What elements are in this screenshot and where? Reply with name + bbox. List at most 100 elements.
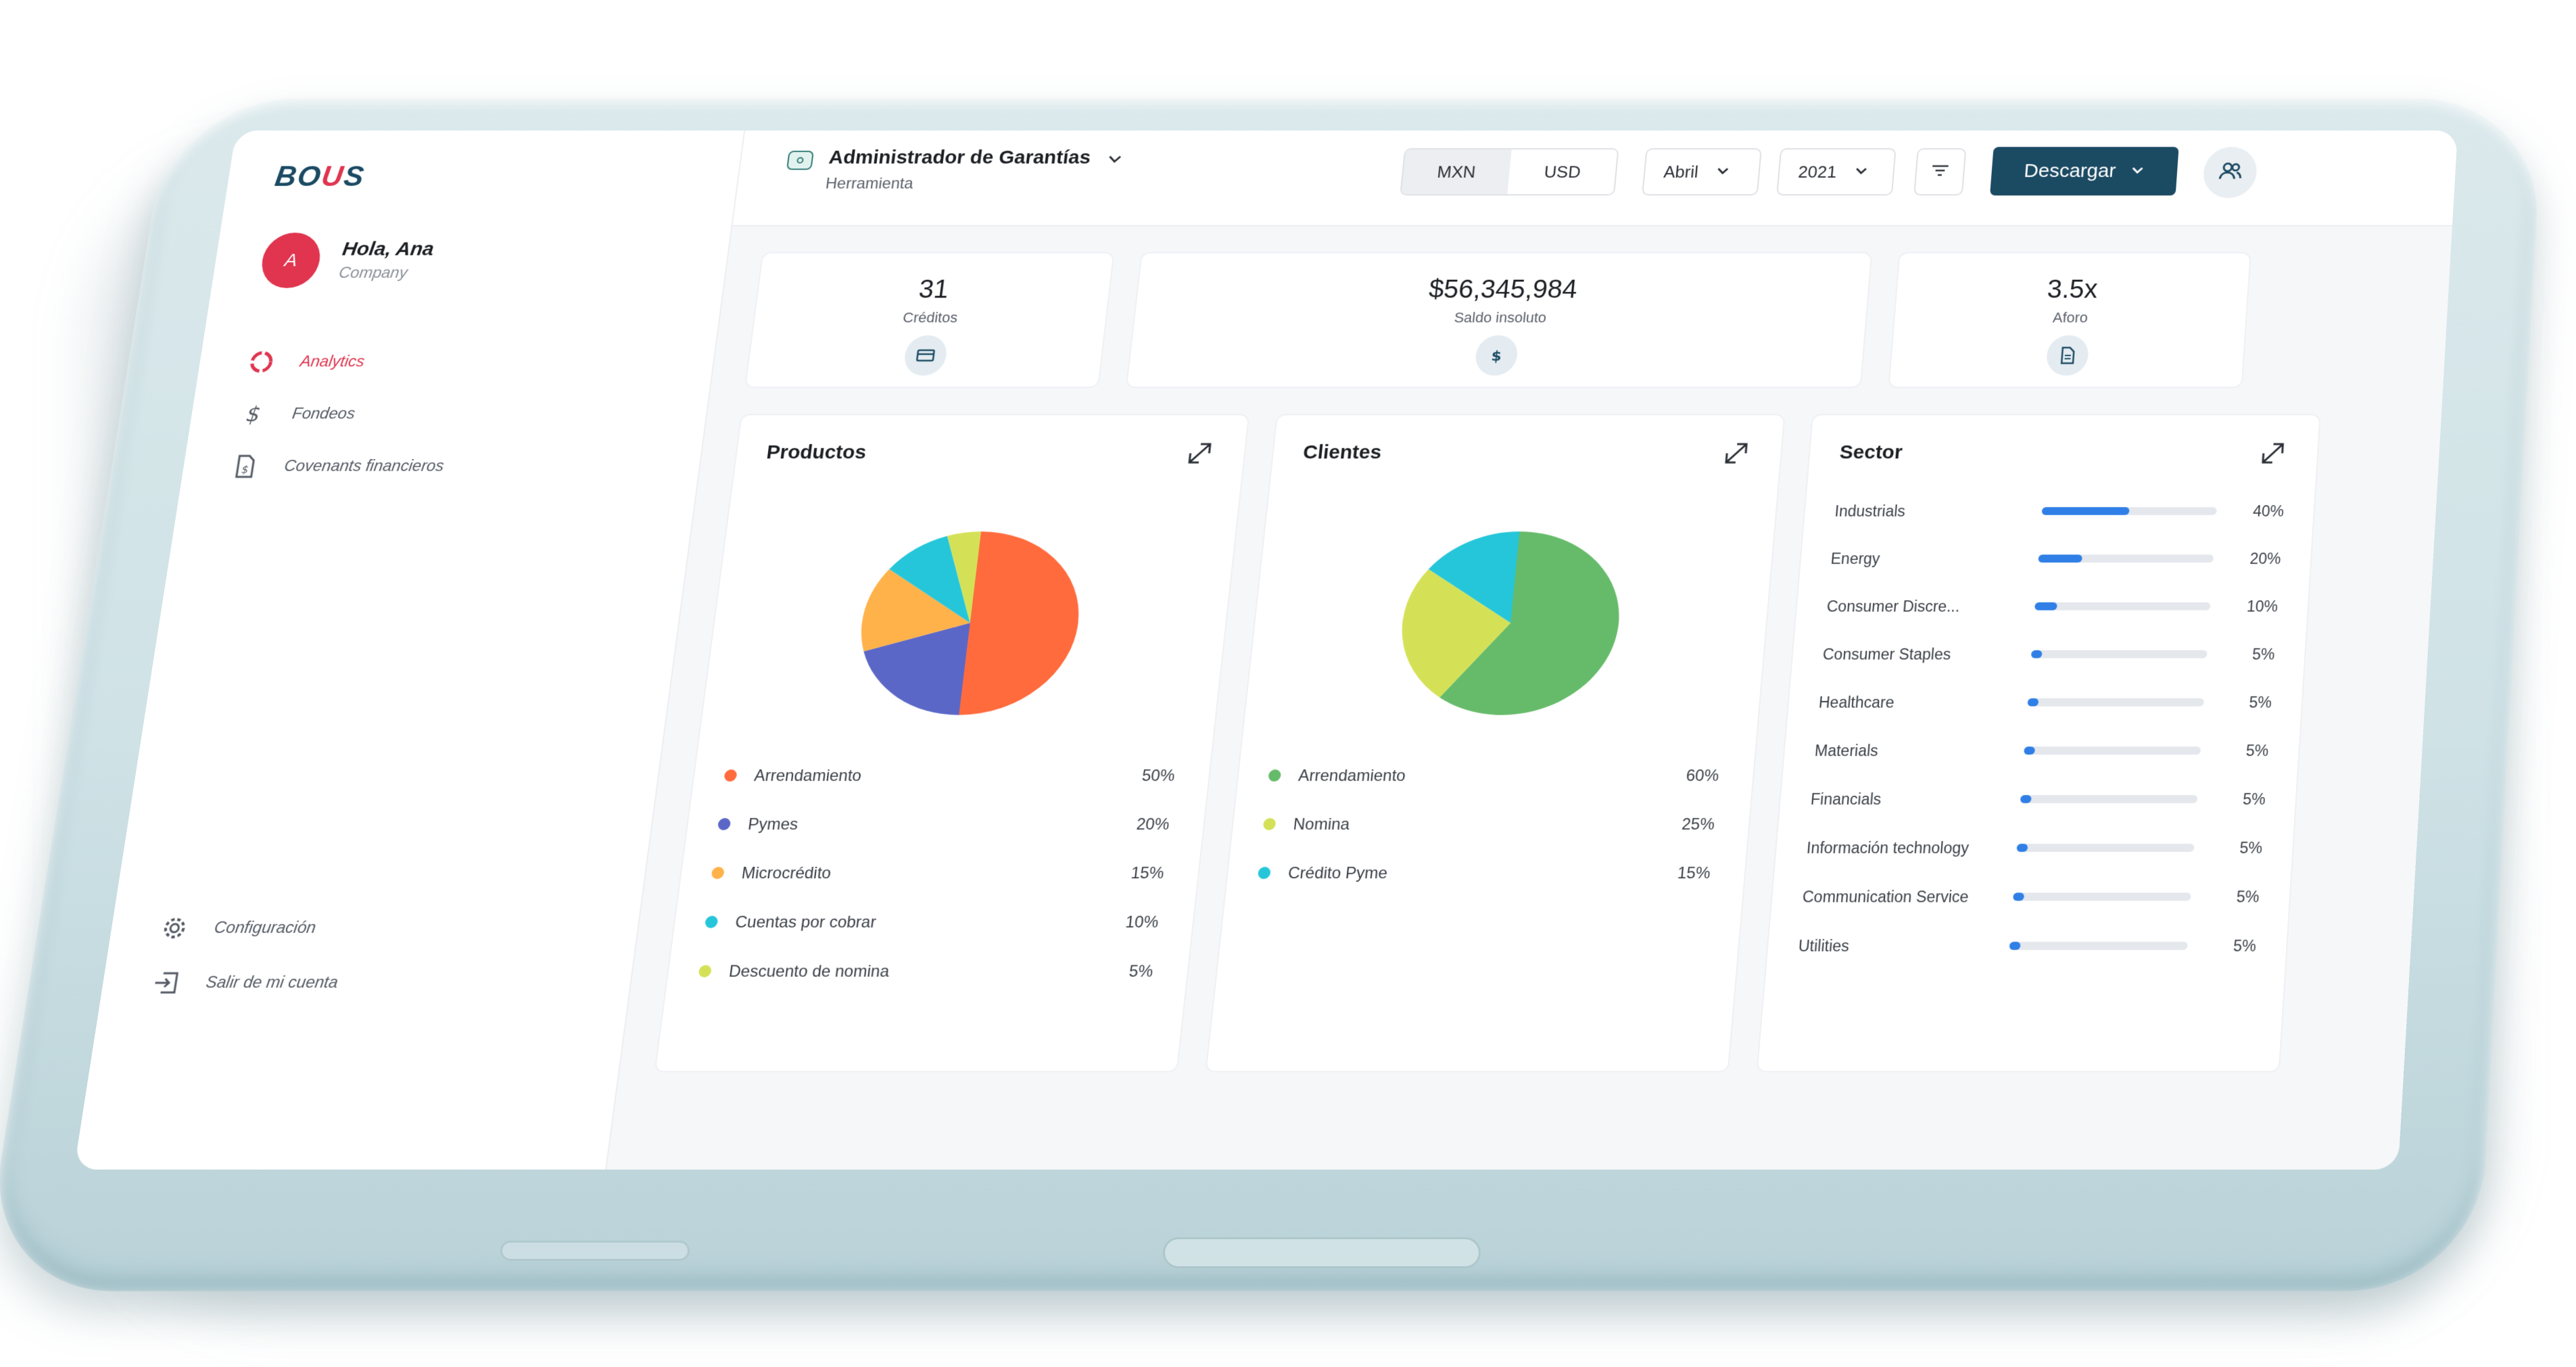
sector-bar-track <box>2016 844 2194 852</box>
kpi-label: Aforo <box>1894 310 2247 327</box>
sector-bar-track <box>2031 650 2208 658</box>
dollar-icon: $ <box>1474 335 1519 376</box>
sector-bar-track <box>2042 507 2217 515</box>
gear-icon <box>158 913 192 943</box>
sector-label: Información technology <box>1806 839 2012 857</box>
chevron-down-icon <box>1853 162 1869 181</box>
tablet-home-bar <box>1163 1237 1481 1268</box>
sector-bar-fill <box>2013 892 2024 901</box>
app-logo[interactable]: BOUS <box>272 161 367 193</box>
kpi-value: $56,345,984 <box>1137 275 1869 304</box>
svg-text:$: $ <box>241 463 249 476</box>
sector-row: Healthcare 5% <box>1817 678 2273 726</box>
sector-percent: 5% <box>2190 888 2260 906</box>
filter-button[interactable] <box>1913 148 1966 195</box>
sector-percent: 5% <box>2207 645 2276 663</box>
user-company: Company <box>337 264 431 283</box>
productos-legend: Arrendamiento 50% Pymes 20% Microcrédito… <box>694 767 1176 1011</box>
sector-bar-fill <box>2027 698 2038 706</box>
currency-option-usd[interactable]: USD <box>1507 149 1617 194</box>
currency-option-mxn[interactable]: MXN <box>1401 149 1511 194</box>
logout-icon <box>149 967 184 998</box>
panel-title: Clientes <box>1302 441 1383 464</box>
legend-item: Microcrédito 15% <box>707 864 1165 913</box>
card-icon <box>903 335 949 376</box>
year-select[interactable]: 2021 <box>1776 148 1896 195</box>
sidebar-item-analytics[interactable]: Analytics <box>243 336 462 388</box>
sector-bar-fill <box>2031 650 2043 658</box>
sector-row: Información technology 5% <box>1805 823 2264 872</box>
sector-row: Consumer Discre... 10% <box>1825 582 2279 630</box>
legend-dot <box>1258 867 1271 879</box>
document-icon <box>2045 335 2090 376</box>
sector-bar-track <box>2024 746 2201 754</box>
page-title: Administrador de Garantías <box>828 147 1092 168</box>
pie-slice-arrendamiento <box>959 531 1089 715</box>
sector-row: Financials 5% <box>1809 775 2267 823</box>
sector-label: Healthcare <box>1818 693 2023 711</box>
currency-toggle: MXN USD <box>1400 148 1619 195</box>
legend-dot <box>1263 818 1277 830</box>
sidebar-item-covenants[interactable]: $ Covenants financieros <box>226 440 448 493</box>
module-selector[interactable]: Administrador de Garantías Herramienta <box>784 147 1125 193</box>
circle-segments-icon <box>245 347 279 376</box>
sector-bar-fill <box>2042 507 2130 515</box>
settings-link[interactable]: Configuración <box>156 901 350 955</box>
sidebar-item-label: Analytics <box>299 353 366 371</box>
download-label: Descargar <box>2023 160 2116 182</box>
productos-pie-chart <box>846 527 1093 719</box>
chevron-down-icon <box>1105 151 1124 170</box>
legend-dot <box>705 916 719 928</box>
users-icon <box>2216 158 2244 187</box>
legend-dot <box>717 818 731 830</box>
user-profile[interactable]: A Hola, Ana Company <box>258 233 436 288</box>
sector-percent: 40% <box>2216 502 2285 520</box>
download-button[interactable]: Descargar <box>1990 147 2179 195</box>
legend-item: Pymes 20% <box>713 815 1170 864</box>
expand-icon[interactable] <box>1183 439 1216 468</box>
panel-title: Sector <box>1839 441 1903 464</box>
year-value: 2021 <box>1797 162 1837 181</box>
sector-label: Utilities <box>1798 936 2005 955</box>
legend-dot <box>723 769 737 782</box>
sector-bar-list: Industrials 40% Energy 20% Consumer Discre..… <box>1796 487 2285 971</box>
sector-row: Utilities 5% <box>1796 921 2258 971</box>
expand-icon[interactable] <box>2257 439 2288 468</box>
avatar: A <box>258 233 324 288</box>
chevron-down-icon <box>2130 160 2146 182</box>
legend-item: Nomina 25% <box>1259 815 1715 864</box>
sector-panel: Sector Industrials 40% Energy 20% Consumer D… <box>1756 414 2320 1072</box>
sidebar-nav: Analytics $ Fondeos $ Covenants financie… <box>226 336 462 493</box>
sector-label: Energy <box>1830 550 2034 567</box>
month-value: Abril <box>1663 162 1699 181</box>
dollar-icon: $ <box>237 400 270 428</box>
legend-dot <box>698 965 712 977</box>
clientes-panel: Clientes Arrendamiento 60% Nomina 25% <box>1205 414 1785 1072</box>
sector-bar-track <box>2027 698 2204 706</box>
sector-bar-track <box>2038 554 2214 562</box>
kpi-label: Saldo insoluto <box>1134 310 1866 327</box>
user-greeting: Hola, Ana <box>341 239 435 260</box>
money-icon <box>786 151 814 170</box>
sector-row: Communication Service 5% <box>1800 872 2261 921</box>
top-bar: Administrador de Garantías Herramienta M… <box>732 130 2458 226</box>
users-button[interactable] <box>2202 147 2258 198</box>
sector-bar-fill <box>2016 844 2028 852</box>
month-select[interactable]: Abril <box>1642 148 1762 195</box>
sector-row: Energy 20% <box>1829 535 2283 582</box>
sector-bar-track <box>2013 892 2191 901</box>
sector-percent: 5% <box>2187 936 2257 955</box>
kpi-saldo-insoluto: $56,345,984 Saldo insoluto $ <box>1126 252 1873 388</box>
kpi-aforo: 3.5x Aforo <box>1888 252 2251 388</box>
productos-panel: Productos Arrendamiento 50% Pymes 20% <box>654 414 1249 1072</box>
kpi-value: 31 <box>757 275 1110 304</box>
expand-icon[interactable] <box>1720 439 1752 468</box>
sector-label: Materials <box>1814 742 2020 760</box>
legend-item: Crédito Pyme 15% <box>1254 864 1711 913</box>
legend-item: Arrendamiento 50% <box>719 767 1176 815</box>
logout-link[interactable]: Salir de mi cuenta <box>147 955 341 1010</box>
tablet-side-button <box>500 1241 690 1261</box>
sector-row: Materials 5% <box>1813 726 2270 775</box>
sidebar-item-fondeos[interactable]: $ Fondeos <box>235 388 455 440</box>
